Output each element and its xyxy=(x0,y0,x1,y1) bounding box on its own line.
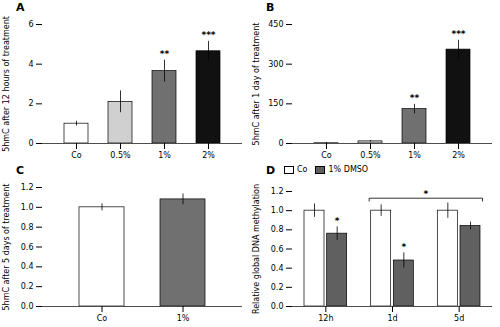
svg-text:1.2: 1.2 xyxy=(271,187,284,196)
html-text:A: A xyxy=(16,1,25,14)
svg-text:***: *** xyxy=(451,29,465,39)
svg-text:1.2: 1.2 xyxy=(21,183,34,192)
svg-text:6: 6 xyxy=(28,20,33,29)
svg-text:0.2: 0.2 xyxy=(21,282,34,291)
svg-text:1.0: 1.0 xyxy=(21,203,34,212)
svg-text:450: 450 xyxy=(268,20,283,29)
svg-text:**: ** xyxy=(410,93,420,103)
svg-text:0.8: 0.8 xyxy=(21,223,34,232)
svg-text:1%: 1% xyxy=(158,151,171,160)
svg-text:0.4: 0.4 xyxy=(21,262,34,271)
svg-text:12h: 12h xyxy=(318,314,333,323)
svg-text:0: 0 xyxy=(278,139,283,148)
svg-text:0.5%: 0.5% xyxy=(360,151,381,160)
svg-text:5hmC after 1 day of treatment: 5hmC after 1 day of treatment xyxy=(252,23,261,146)
svg-text:4: 4 xyxy=(28,60,33,69)
svg-text:5hmC after 5 days of treatment: 5hmC after 5 days of treatment xyxy=(2,184,11,311)
svg-text:0.8: 0.8 xyxy=(271,225,284,234)
svg-text:150: 150 xyxy=(268,99,283,108)
html-text:1% DMSO: 1% DMSO xyxy=(328,165,369,174)
svg-text:**: ** xyxy=(160,49,170,59)
svg-text:5hmC after 12 hours of treatme: 5hmC after 12 hours of treatment xyxy=(2,16,11,152)
svg-text:5d: 5d xyxy=(454,314,464,323)
svg-text:*: * xyxy=(401,242,406,252)
svg-text:0.6: 0.6 xyxy=(271,245,284,254)
svg-text:0.2: 0.2 xyxy=(271,283,284,292)
svg-text:Co: Co xyxy=(71,151,82,160)
svg-text:0.0: 0.0 xyxy=(271,302,284,311)
svg-text:*: * xyxy=(335,216,340,226)
svg-text:2%: 2% xyxy=(452,151,465,160)
svg-text:1.0: 1.0 xyxy=(271,206,284,215)
svg-text:300: 300 xyxy=(268,60,283,69)
svg-text:1%: 1% xyxy=(177,314,190,323)
svg-text:Relative global DNA methylatio: Relative global DNA methylation xyxy=(252,184,261,314)
svg-text:1d: 1d xyxy=(387,314,397,323)
html-text:B: B xyxy=(266,1,275,14)
svg-text:1%: 1% xyxy=(408,151,421,160)
svg-text:2: 2 xyxy=(28,99,33,108)
svg-text:*: * xyxy=(423,189,428,199)
svg-text:0.6: 0.6 xyxy=(21,243,34,252)
svg-text:Co: Co xyxy=(97,314,108,323)
svg-text:0: 0 xyxy=(28,139,33,148)
svg-text:Co: Co xyxy=(321,151,332,160)
svg-text:***: *** xyxy=(201,30,215,40)
html-text:Co: Co xyxy=(297,165,308,174)
html-text:C: C xyxy=(16,164,25,177)
svg-text:2%: 2% xyxy=(202,151,215,160)
svg-text:0.0: 0.0 xyxy=(21,302,34,311)
svg-text:0.5%: 0.5% xyxy=(110,151,131,160)
html-text:D: D xyxy=(266,164,276,177)
svg-text:0.4: 0.4 xyxy=(271,264,284,273)
